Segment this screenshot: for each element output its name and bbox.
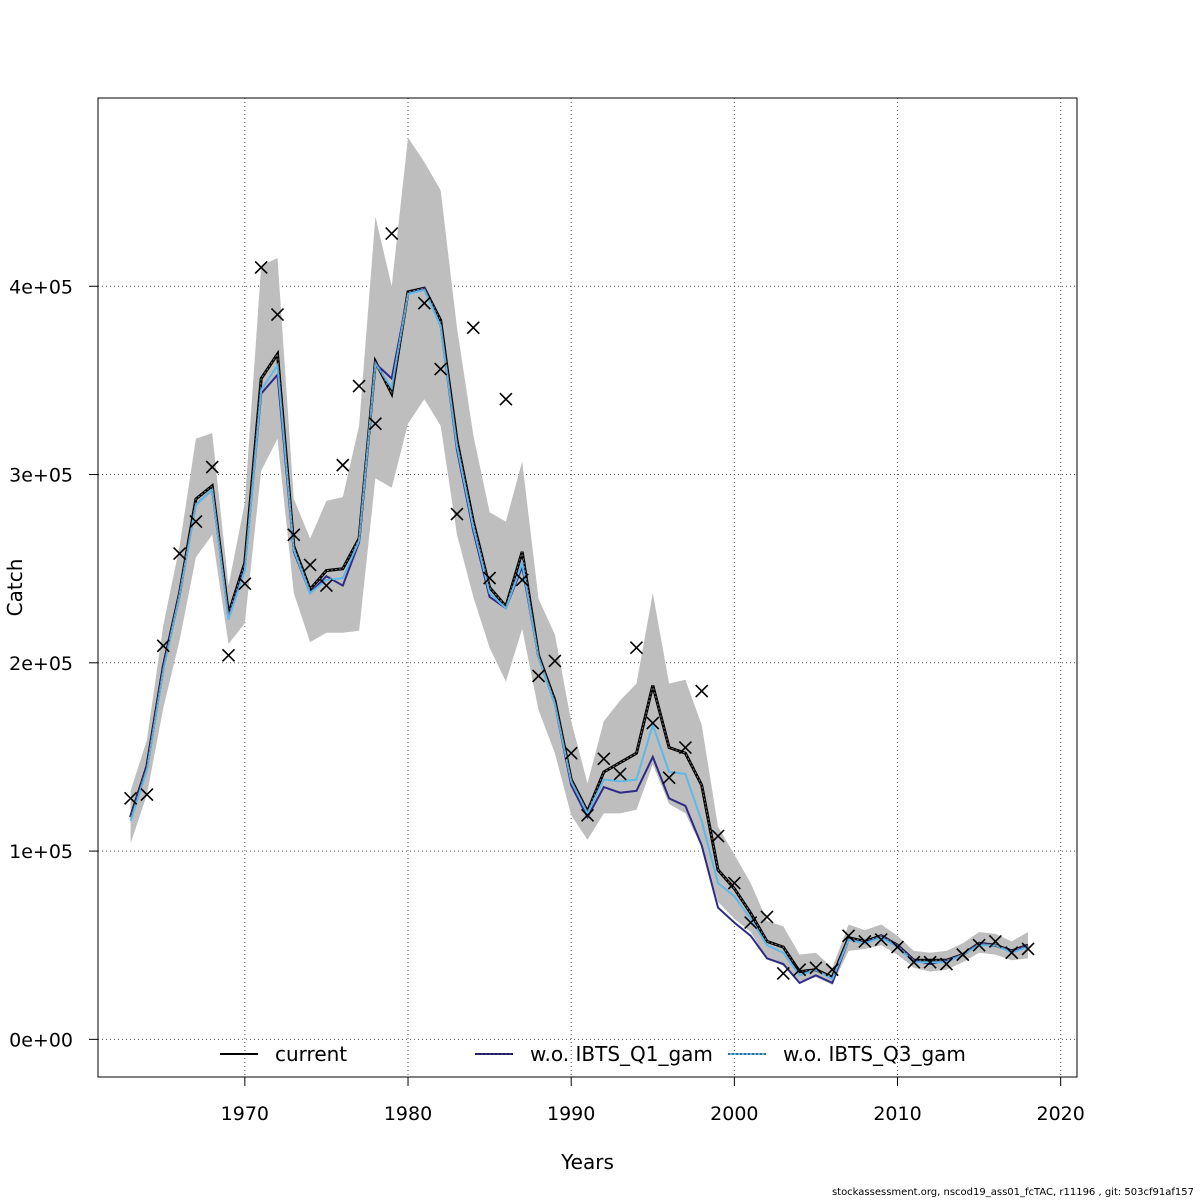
observed-point [809,961,823,975]
observed-point [221,648,236,662]
observed-point [483,571,497,585]
observed-point [858,934,872,949]
observed-point [972,938,986,952]
observed-point [336,458,350,472]
observed-point [238,577,252,591]
legend: current w.o. IBTS_Q1_gam w.o. IBTS_Q3_gam [220,1042,966,1066]
observed-point [744,916,758,930]
observed-point [319,579,333,593]
observed-point [270,307,285,322]
legend-item-wo-ibts-q3: w.o. IBTS_Q3_gam [728,1042,966,1066]
observed-points [124,226,1035,981]
observed-point [662,771,676,785]
y-tick-label: 2e+05 [9,653,73,675]
legend-label: current [275,1042,347,1066]
y-tick-label: 0e+00 [9,1029,73,1051]
legend-item-wo-ibts-q1: w.o. IBTS_Q1_gam [475,1042,713,1066]
observed-point [385,226,399,241]
legend-label: w.o. IBTS_Q3_gam [783,1042,966,1066]
y-axis: 0e+00 1e+05 2e+05 3e+05 4e+05 [9,276,99,1051]
observed-point [825,963,839,977]
observed-point [352,379,366,393]
observed-point [515,573,529,587]
observed-point [1005,946,1019,960]
observed-point [939,957,954,971]
observed-point [531,669,546,683]
observed-point [678,740,692,755]
observed-point [646,716,660,730]
confidence-band-layer [130,137,1029,985]
confidence-band [130,137,1029,985]
observed-point [956,948,970,962]
observed-point [417,296,431,310]
observed-point [629,641,644,655]
observed-point [173,547,187,561]
footer-note: stockassessment.org, nscod19_ass01_fcTAC… [831,1187,1194,1198]
observed-point [842,929,856,943]
observed-point [613,767,627,781]
observed-point [124,791,138,805]
series-line-current-overlay [130,287,1029,978]
observed-point [874,932,888,947]
observed-point [303,558,317,572]
observed-point [580,808,595,822]
observed-point [189,515,203,529]
y-axis-title: Catch [3,559,27,617]
y-tick-label: 4e+05 [9,276,73,298]
observed-point [793,963,807,977]
x-tick-label: 2010 [873,1103,921,1125]
observed-point [695,684,709,698]
observed-point [287,528,301,542]
observed-point [711,829,725,843]
x-tick-label: 1980 [384,1103,432,1125]
observed-point [368,417,382,431]
observed-point [156,639,170,653]
observed-point [890,940,905,954]
observed-point [597,752,611,766]
observed-point [1021,942,1035,956]
observed-point [923,955,937,969]
observed-point [548,654,562,668]
observed-point [499,392,513,406]
observed-point [205,460,219,474]
legend-item-current: current [220,1042,347,1066]
observed-point [140,788,154,802]
legend-label: w.o. IBTS_Q1_gam [530,1042,713,1066]
y-tick-label: 1e+05 [9,841,73,863]
x-axis: 1970 1980 1990 2000 2010 2020 [221,1076,1085,1125]
observed-point [254,260,268,275]
x-tick-label: 2000 [710,1103,758,1125]
observed-point [466,321,480,335]
x-tick-label: 1990 [547,1103,595,1125]
y-tick-label: 3e+05 [9,465,73,487]
series-line-wo-ibts-q3 [129,288,1029,981]
x-axis-title: Years [560,1150,614,1174]
observed-point [564,746,578,760]
observed-point [760,910,774,924]
observed-point [988,934,1002,949]
x-tick-label: 2020 [1037,1103,1085,1125]
observed-point [434,362,448,376]
observed-point [776,966,790,981]
observed-point [727,876,741,890]
observed-point [450,507,464,521]
x-tick-label: 1970 [221,1103,269,1125]
observed-point [907,955,921,969]
